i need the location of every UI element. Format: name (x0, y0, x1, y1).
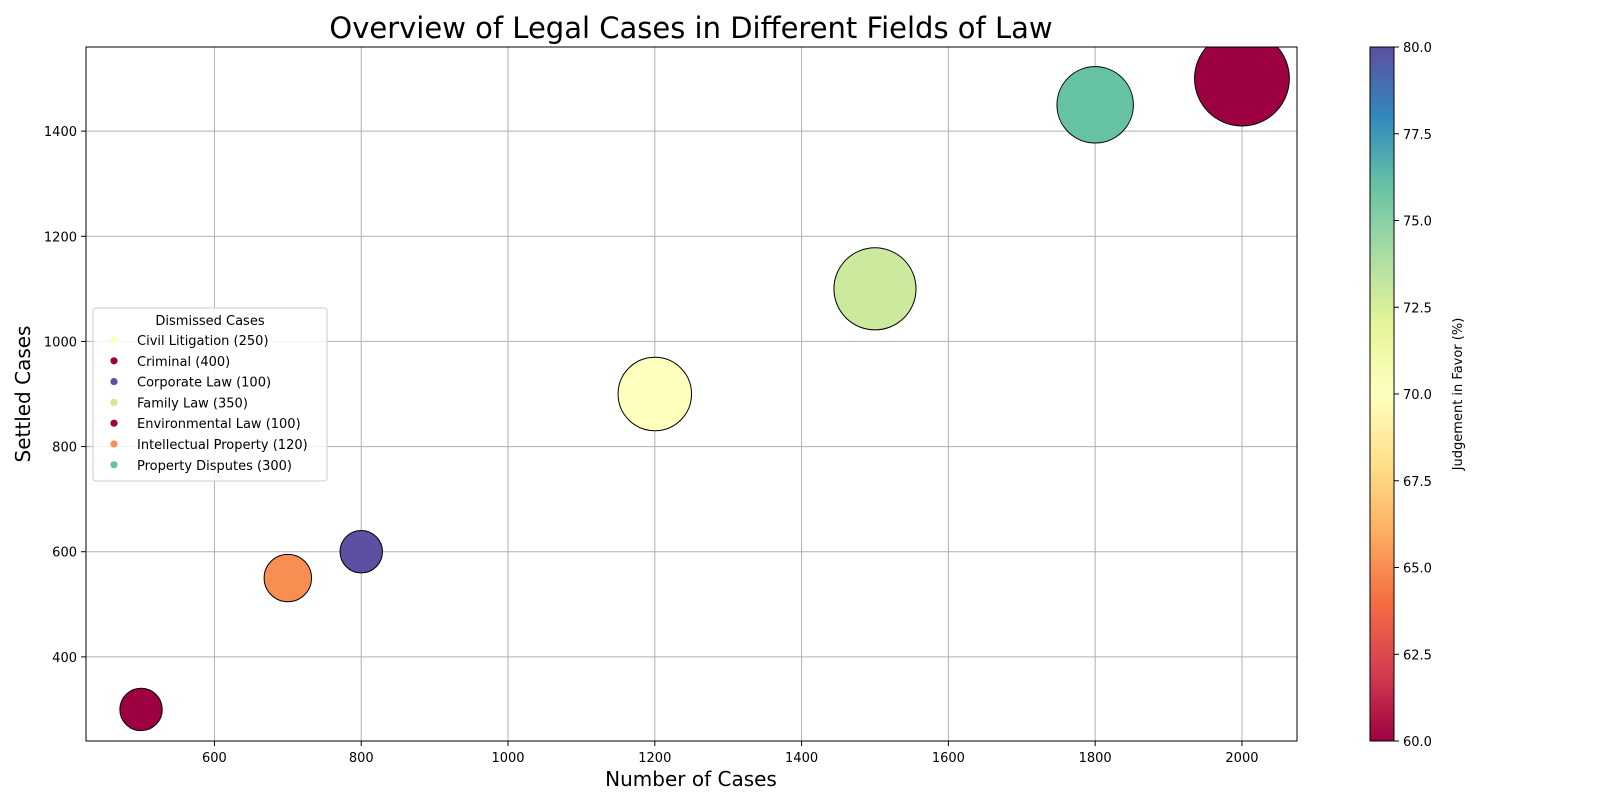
legend-title: Dismissed Cases (155, 314, 264, 329)
colorbar-tick-label: 77.5 (1403, 128, 1432, 143)
y-tick-label: 600 (52, 546, 77, 561)
colorbar-gradient (1369, 46, 1395, 742)
bubble-point (833, 247, 917, 331)
x-axis-label: Number of Cases (605, 767, 777, 791)
colorbar-label: Judgement in Favor (%) (1451, 318, 1466, 472)
legend-marker (110, 440, 118, 448)
bubble-point (617, 356, 693, 432)
legend-entry-label: Family Law (350) (137, 396, 248, 411)
x-tick-label: 2000 (1225, 751, 1258, 766)
bubble-point (1194, 47, 1290, 127)
bubble-point (1056, 66, 1134, 144)
legend-entry-label: Corporate Law (100) (137, 376, 271, 391)
legend-marker (110, 357, 118, 365)
legend-marker (110, 461, 118, 469)
legend-marker (110, 419, 118, 427)
legend-entry-label: Environmental Law (100) (137, 417, 301, 432)
chart-title: Overview of Legal Cases in Different Fie… (329, 11, 1052, 45)
y-axis-ticks: 400 600 800 1000 1200 1400 (44, 125, 86, 666)
x-tick-label: 800 (349, 751, 374, 766)
x-tick-label: 1400 (785, 751, 818, 766)
legend-marker (110, 398, 118, 406)
legend-box (92, 307, 328, 482)
x-tick-label: 1000 (491, 751, 524, 766)
bubble-point (119, 687, 163, 732)
x-tick-label: 1800 (1079, 751, 1112, 766)
legend-entry-label: Intellectual Property (120) (137, 438, 308, 453)
legend-marker (110, 336, 118, 344)
bubble-series (119, 47, 1290, 732)
y-tick-label: 1400 (44, 125, 77, 140)
x-tick-label: 1600 (932, 751, 965, 766)
colorbar-tick-label: 65.0 (1403, 562, 1432, 577)
y-axis-label: Settled Cases (11, 326, 35, 463)
y-tick-label: 400 (52, 651, 77, 666)
colorbar-tick-label: 62.5 (1403, 648, 1432, 663)
colorbar: 60.0 62.5 65.0 67.5 70.0 72.5 75.0 77.5 80.0 Jud… (1369, 41, 1466, 750)
legend-entry-label: Property Disputes (300) (137, 459, 292, 474)
colorbar-tick-label: 70.0 (1403, 388, 1432, 403)
y-tick-label: 1000 (44, 335, 77, 350)
legend-entry-label: Civil Litigation (250) (137, 334, 269, 349)
legend: Dismissed Cases Civil Litigation (250) Cr… (92, 307, 328, 482)
colorbar-tick-label: 60.0 (1403, 735, 1432, 750)
colorbar-tick-label: 80.0 (1403, 41, 1432, 56)
y-tick-label: 800 (52, 441, 77, 456)
bubble-point (339, 530, 383, 574)
colorbar-tick-label: 72.5 (1403, 301, 1432, 316)
x-tick-label: 600 (202, 751, 227, 766)
colorbar-tick-label: 75.0 (1403, 215, 1432, 230)
x-tick-label: 1200 (638, 751, 671, 766)
x-axis-ticks: 600 800 1000 1200 1400 1600 1800 2000 (202, 741, 1259, 766)
bubble-point (263, 553, 313, 603)
legend-entry-label: Criminal (400) (137, 355, 230, 370)
colorbar-tick-label: 67.5 (1403, 475, 1432, 490)
y-tick-label: 1200 (44, 230, 77, 245)
plot-frame (85, 46, 1298, 742)
legend-marker (110, 378, 118, 386)
